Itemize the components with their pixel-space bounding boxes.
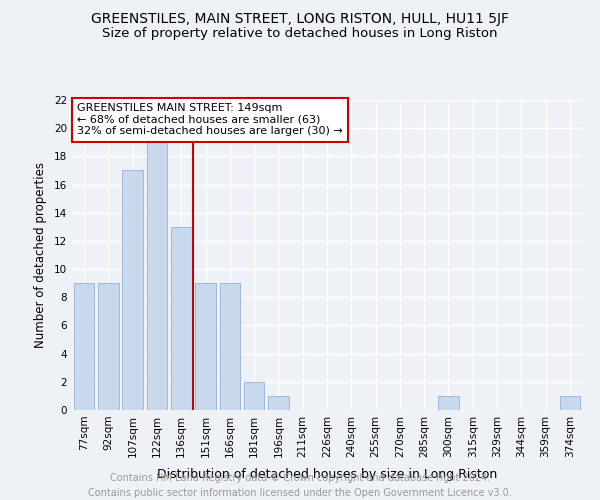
Bar <box>438 396 459 410</box>
Bar <box>560 396 580 410</box>
Bar <box>98 283 119 410</box>
Bar <box>122 170 143 410</box>
Bar <box>195 283 216 410</box>
Bar <box>74 283 94 410</box>
Bar <box>146 142 167 410</box>
Text: GREENSTILES MAIN STREET: 149sqm
← 68% of detached houses are smaller (63)
32% of: GREENSTILES MAIN STREET: 149sqm ← 68% of… <box>77 103 343 136</box>
Bar <box>171 227 191 410</box>
X-axis label: Distribution of detached houses by size in Long Riston: Distribution of detached houses by size … <box>157 468 497 481</box>
Bar <box>220 283 240 410</box>
Bar <box>244 382 265 410</box>
Text: Size of property relative to detached houses in Long Riston: Size of property relative to detached ho… <box>102 28 498 40</box>
Bar <box>268 396 289 410</box>
Y-axis label: Number of detached properties: Number of detached properties <box>34 162 47 348</box>
Text: Contains HM Land Registry data © Crown copyright and database right 2024.
Contai: Contains HM Land Registry data © Crown c… <box>88 472 512 498</box>
Text: GREENSTILES, MAIN STREET, LONG RISTON, HULL, HU11 5JF: GREENSTILES, MAIN STREET, LONG RISTON, H… <box>91 12 509 26</box>
